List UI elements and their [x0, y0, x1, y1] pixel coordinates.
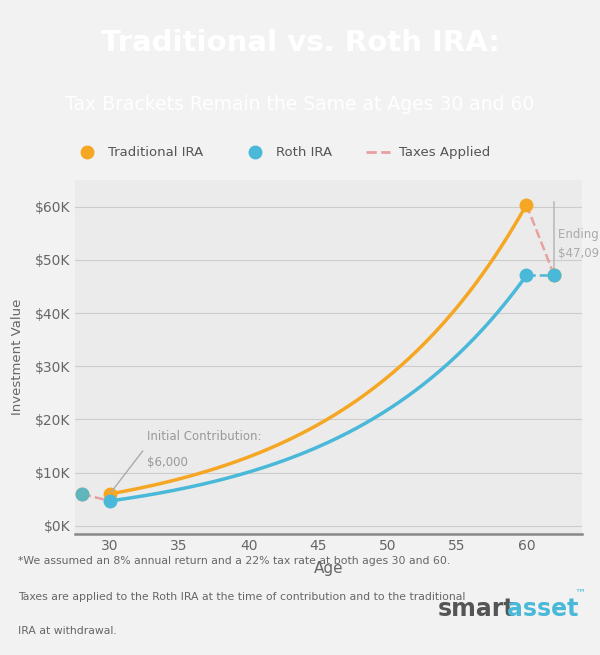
Text: asset: asset	[507, 597, 578, 621]
Text: ™: ™	[575, 590, 586, 599]
Text: Traditional IRA: Traditional IRA	[108, 146, 203, 159]
Text: smart: smart	[438, 597, 515, 621]
Text: IRA at withdrawal.: IRA at withdrawal.	[18, 626, 117, 636]
Text: $6,000: $6,000	[147, 456, 188, 468]
Text: Initial Contribution:: Initial Contribution:	[147, 430, 262, 443]
Text: Taxes Applied: Taxes Applied	[399, 146, 490, 159]
Text: Tax Brackets Remain the Same at Ages 30 and 60: Tax Brackets Remain the Same at Ages 30 …	[65, 95, 535, 114]
Text: Ending Balance:: Ending Balance:	[559, 228, 600, 241]
Text: Roth IRA: Roth IRA	[276, 146, 332, 159]
Text: $47,093: $47,093	[559, 247, 600, 260]
Text: Traditional vs. Roth IRA:: Traditional vs. Roth IRA:	[101, 29, 499, 57]
X-axis label: Age: Age	[314, 561, 343, 576]
Text: Taxes are applied to the Roth IRA at the time of contribution and to the traditi: Taxes are applied to the Roth IRA at the…	[18, 592, 466, 602]
Y-axis label: Investment Value: Investment Value	[11, 299, 23, 415]
Text: *We assumed an 8% annual return and a 22% tax rate at both ages 30 and 60.: *We assumed an 8% annual return and a 22…	[18, 555, 450, 566]
